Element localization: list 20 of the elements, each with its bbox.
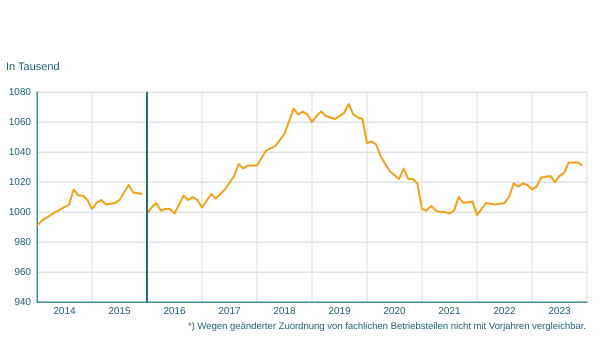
x-tick-label: 2014 — [53, 306, 76, 317]
y-tick-label: 940 — [14, 296, 32, 308]
y-tick-label: 1000 — [8, 206, 32, 218]
y-tick-label: 1080 — [8, 86, 32, 98]
x-tick-label: 2019 — [328, 306, 352, 317]
x-tick-label: 2022 — [493, 306, 516, 317]
x-tick-label: 2023 — [548, 306, 572, 317]
x-tick-label: 2017 — [218, 306, 242, 317]
y-tick-label: 1060 — [8, 116, 32, 128]
y-tick-label: 960 — [14, 266, 32, 278]
x-tick-label: 2018 — [273, 306, 296, 317]
y-tick-label: 1020 — [8, 176, 32, 188]
y-tick-label: 1040 — [8, 146, 32, 158]
x-tick-label: 2021 — [438, 306, 462, 317]
x-tick-label: 2015 — [108, 306, 132, 317]
text: *) Wegen geänderter Zuordnung von fachlichen Betriebsteilen nicht mit Vorjahren vergleichbar. — [188, 321, 586, 332]
y-tick-label: 980 — [14, 236, 32, 248]
x-tick-label: 2020 — [383, 306, 406, 317]
x-tick-label: 2016 — [163, 306, 186, 317]
y-axis-title: In Tausend — [6, 61, 60, 73]
